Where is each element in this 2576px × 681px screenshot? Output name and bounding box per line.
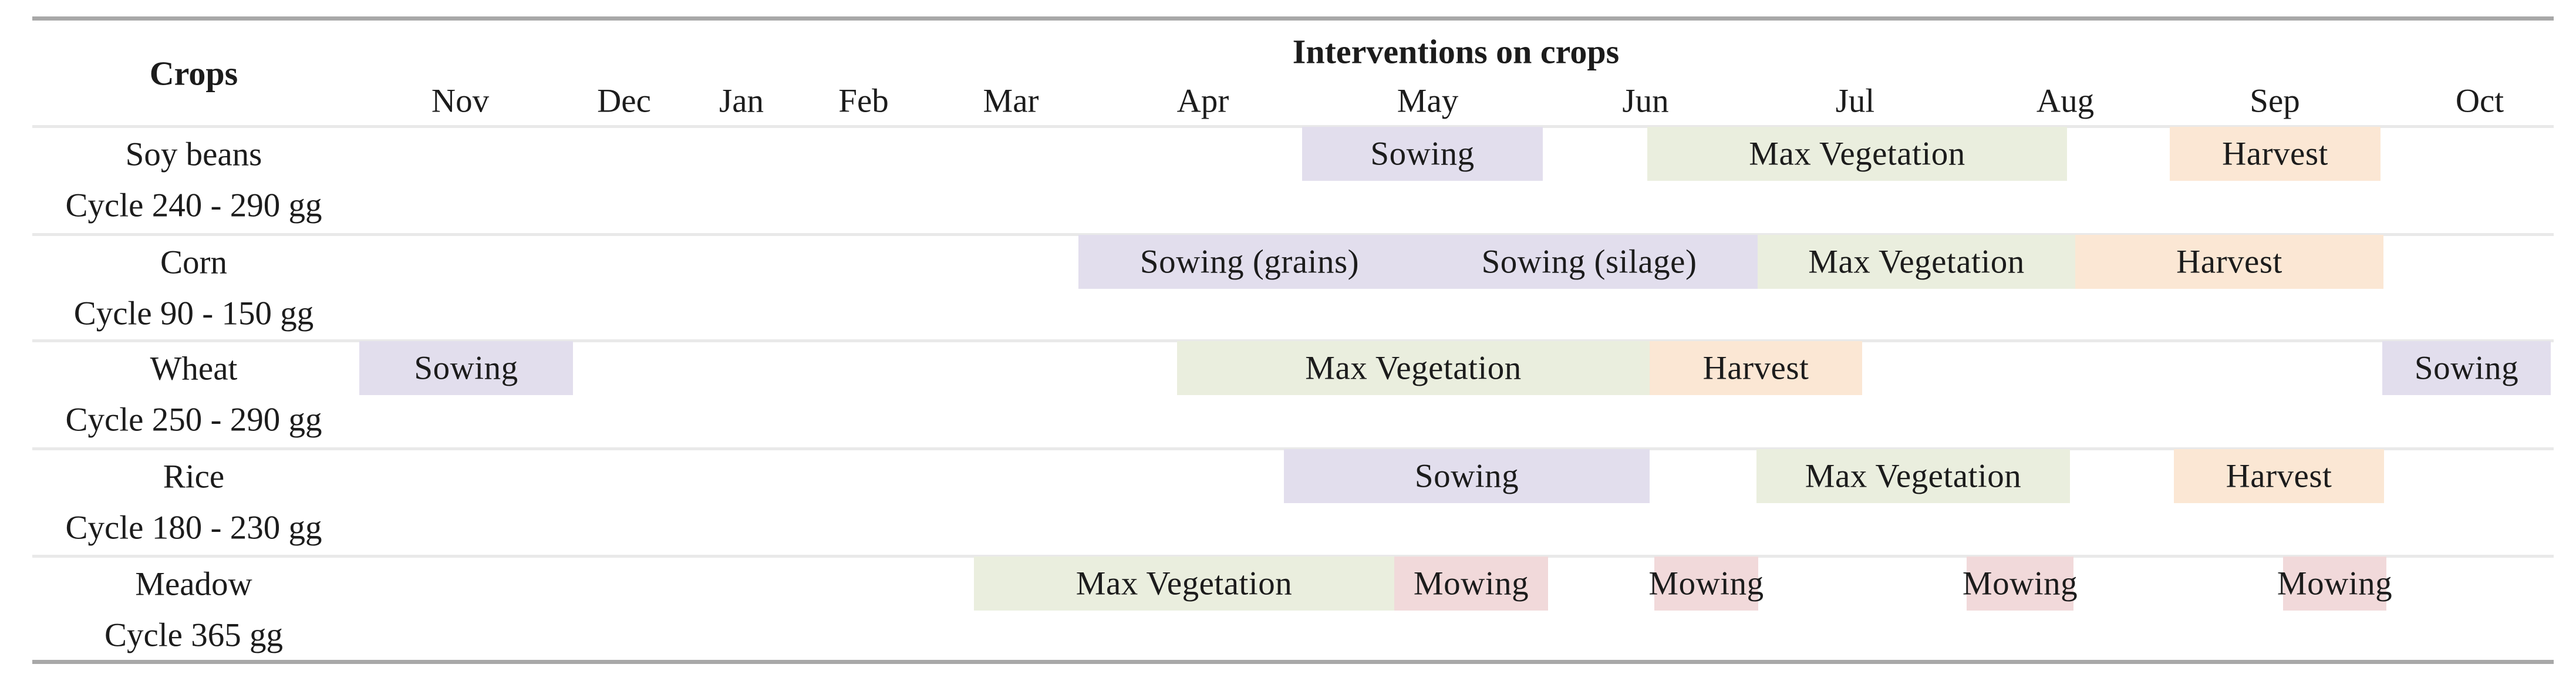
month-label-dec: Dec [597,82,651,120]
gantt-bar-harvest [1650,341,1862,395]
gantt-bar-label: Sowing [1370,135,1475,173]
month-label-apr: Apr [1176,82,1229,120]
crop-cycle: Cycle 365 gg [104,616,283,654]
gantt-bar-label: Max Vegetation [1075,565,1293,602]
crop-name: Corn [160,244,227,281]
gantt-bar-mowing [1394,557,1548,611]
gantt-bar-sowing [1284,449,1650,503]
figure-title: Interventions on crops [1292,32,1620,71]
row-separator [32,447,2554,450]
gantt-bar-vegetation [1756,449,2070,503]
month-label-nov: Nov [431,82,490,120]
gantt-bar-label: Harvest [2176,243,2282,281]
gantt-bar-vegetation [974,557,1394,611]
table-bottom-rule [32,660,2554,664]
gantt-bar-harvest [2170,127,2381,181]
row-separator [32,555,2554,558]
table-top-rule [32,16,2554,21]
month-label-jan: Jan [719,82,764,120]
gantt-bar-vegetation [1177,341,1650,395]
crop-cycle: Cycle 240 - 290 gg [65,187,322,224]
row-separator [32,233,2554,236]
header-separator [32,125,2554,128]
gantt-bar-label: Sowing [414,349,518,387]
month-label-feb: Feb [838,82,889,120]
gantt-bar-vegetation [1647,127,2067,181]
gantt-bar-label: Mowing [1648,565,1764,602]
gantt-bar-label: Sowing [2414,349,2519,387]
gantt-bar-label: Max Vegetation [1305,349,1522,387]
gantt-bar-sowing [359,341,573,395]
gantt-bar-label: Sowing (grains) [1139,243,1360,281]
gantt-bar-harvest [2174,449,2384,503]
month-label-may: May [1397,82,1459,120]
row-separator [32,339,2554,342]
gantt-bar-label: Harvest [1702,349,1809,387]
crop-name: Soy beans [125,136,262,173]
month-label-aug: Aug [2036,82,2095,120]
gantt-bar-label: Sowing (silage) [1481,243,1697,281]
month-label-jun: Jun [1622,82,1669,120]
gantt-bar-label: Mowing [2277,565,2393,602]
month-label-mar: Mar [983,82,1039,120]
crop-cycle: Cycle 90 - 150 gg [73,295,314,332]
month-label-jul: Jul [1835,82,1875,120]
gantt-bar-label: Max Vegetation [1805,457,2022,495]
crops-column-header: Crops [149,54,238,93]
gantt-bar-label: Mowing [1962,565,2078,602]
gantt-bar-harvest [2075,235,2383,289]
gantt-bar-label: Max Vegetation [1808,243,2025,281]
month-label-sep: Sep [2250,82,2300,120]
gantt-bar-label: Harvest [2226,457,2332,495]
gantt-bar-label: Max Vegetation [1749,135,1965,173]
gantt-bar-label: Sowing [1414,457,1519,495]
gantt-bar-vegetation [1758,235,2075,289]
gantt-bar-sowing [2382,341,2551,395]
gantt-bar-mowing [1967,557,2073,611]
gantt-bar-sowing [1078,235,1421,289]
gantt-bar-label: Harvest [2222,135,2328,173]
crop-name: Rice [163,458,225,495]
gantt-bar-label: Mowing [1413,565,1529,602]
crop-name: Meadow [135,565,252,603]
gantt-bar-mowing [2283,557,2386,611]
crop-cycle: Cycle 250 - 290 gg [65,401,322,439]
month-label-oct: Oct [2455,82,2504,120]
crop-cycle: Cycle 180 - 230 gg [65,509,322,547]
gantt-bar-mowing [1654,557,1758,611]
gantt-bar-sowing [1421,235,1758,289]
gantt-bar-sowing [1302,127,1543,181]
crop-name: Wheat [150,350,238,387]
